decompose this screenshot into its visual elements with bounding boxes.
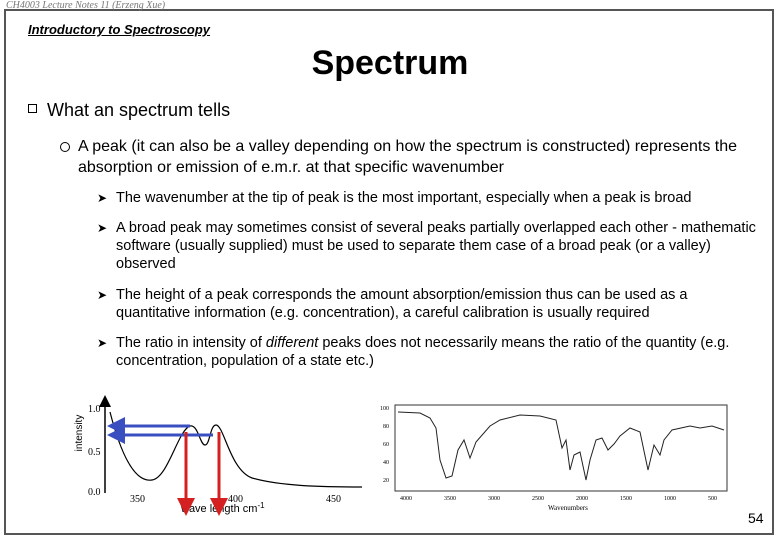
bullet-point: What an spectrum tells <box>47 100 231 120</box>
x-tick-label: 450 <box>326 494 341 505</box>
x-axis-label-sup: -1 <box>257 501 265 510</box>
ir-x-tick-label: 3500 <box>444 496 456 502</box>
slide-title: Spectrum <box>311 44 469 82</box>
detail-text: A broad peak may sometimes consist of se… <box>116 220 756 272</box>
detail: The wavenumber at the tip of peak is the… <box>116 189 756 207</box>
sub-point: A peak (it can also be a valley dependin… <box>78 138 738 176</box>
ir-y-ticks: 100 80 60 40 20 <box>380 406 389 484</box>
ir-x-tick-label: 2500 <box>532 496 544 502</box>
bullet <box>28 104 37 113</box>
ir-x-tick-label: 500 <box>708 496 717 502</box>
ir-y-tick-label: 80 <box>383 424 389 430</box>
detail-text: The wavenumber at the tip of peak is the… <box>116 190 692 206</box>
page-number: 54 <box>748 510 764 526</box>
ir-spectrum-line <box>397 411 725 481</box>
x-tick-label: 400 <box>228 494 243 505</box>
slide-frame <box>4 9 774 535</box>
detail-emphasis: different <box>265 335 319 351</box>
section-title: Introductory to Spectroscopy <box>28 22 211 37</box>
y-tick-label: 1.0 <box>88 404 101 415</box>
ir-frame <box>394 404 728 492</box>
ir-y-tick-label: 40 <box>383 460 389 466</box>
ir-x-tick-label: 4000 <box>400 496 412 502</box>
detail-text: The height of a peak corresponds the amo… <box>116 287 688 321</box>
arrow-bullet: ➤ <box>97 336 108 350</box>
sketch-curve <box>109 411 363 488</box>
ir-x-tick-label: 3000 <box>488 496 500 502</box>
detail: A broad peak may sometimes consist of se… <box>116 219 756 273</box>
ir-x-axis-label: Wavenumbers <box>548 504 588 512</box>
detail-text: The ratio in intensity of <box>116 335 266 351</box>
arrow-bullet: ➤ <box>97 221 108 235</box>
ir-y-tick-label: 60 <box>383 442 389 448</box>
bullet <box>60 142 70 152</box>
y-axis-label: intensity <box>74 415 85 452</box>
ir-y-tick-label: 20 <box>383 478 389 484</box>
y-tick-label: 0.0 <box>88 487 101 498</box>
detail-text: peaks does not necessarily means the rat… <box>116 335 730 369</box>
ir-y-tick-label: 100 <box>380 406 389 412</box>
detail: The height of a peak corresponds the amo… <box>116 286 756 322</box>
ir-x-tick-label: 1500 <box>620 496 632 502</box>
detail: The ratio in intensity of different peak… <box>116 334 756 370</box>
x-axis-label: wave length cm-1 <box>180 501 265 515</box>
y-tick-label: 0.5 <box>88 447 101 458</box>
course-header: CH4003 Lecture Notes 11 (Erzeng Xue) <box>6 0 166 11</box>
ir-x-tick-label: 1000 <box>664 496 676 502</box>
x-tick-label: 350 <box>130 494 145 505</box>
arrow-bullet: ➤ <box>97 288 108 302</box>
arrow-bullet: ➤ <box>97 191 108 205</box>
ir-x-tick-label: 2000 <box>576 496 588 502</box>
